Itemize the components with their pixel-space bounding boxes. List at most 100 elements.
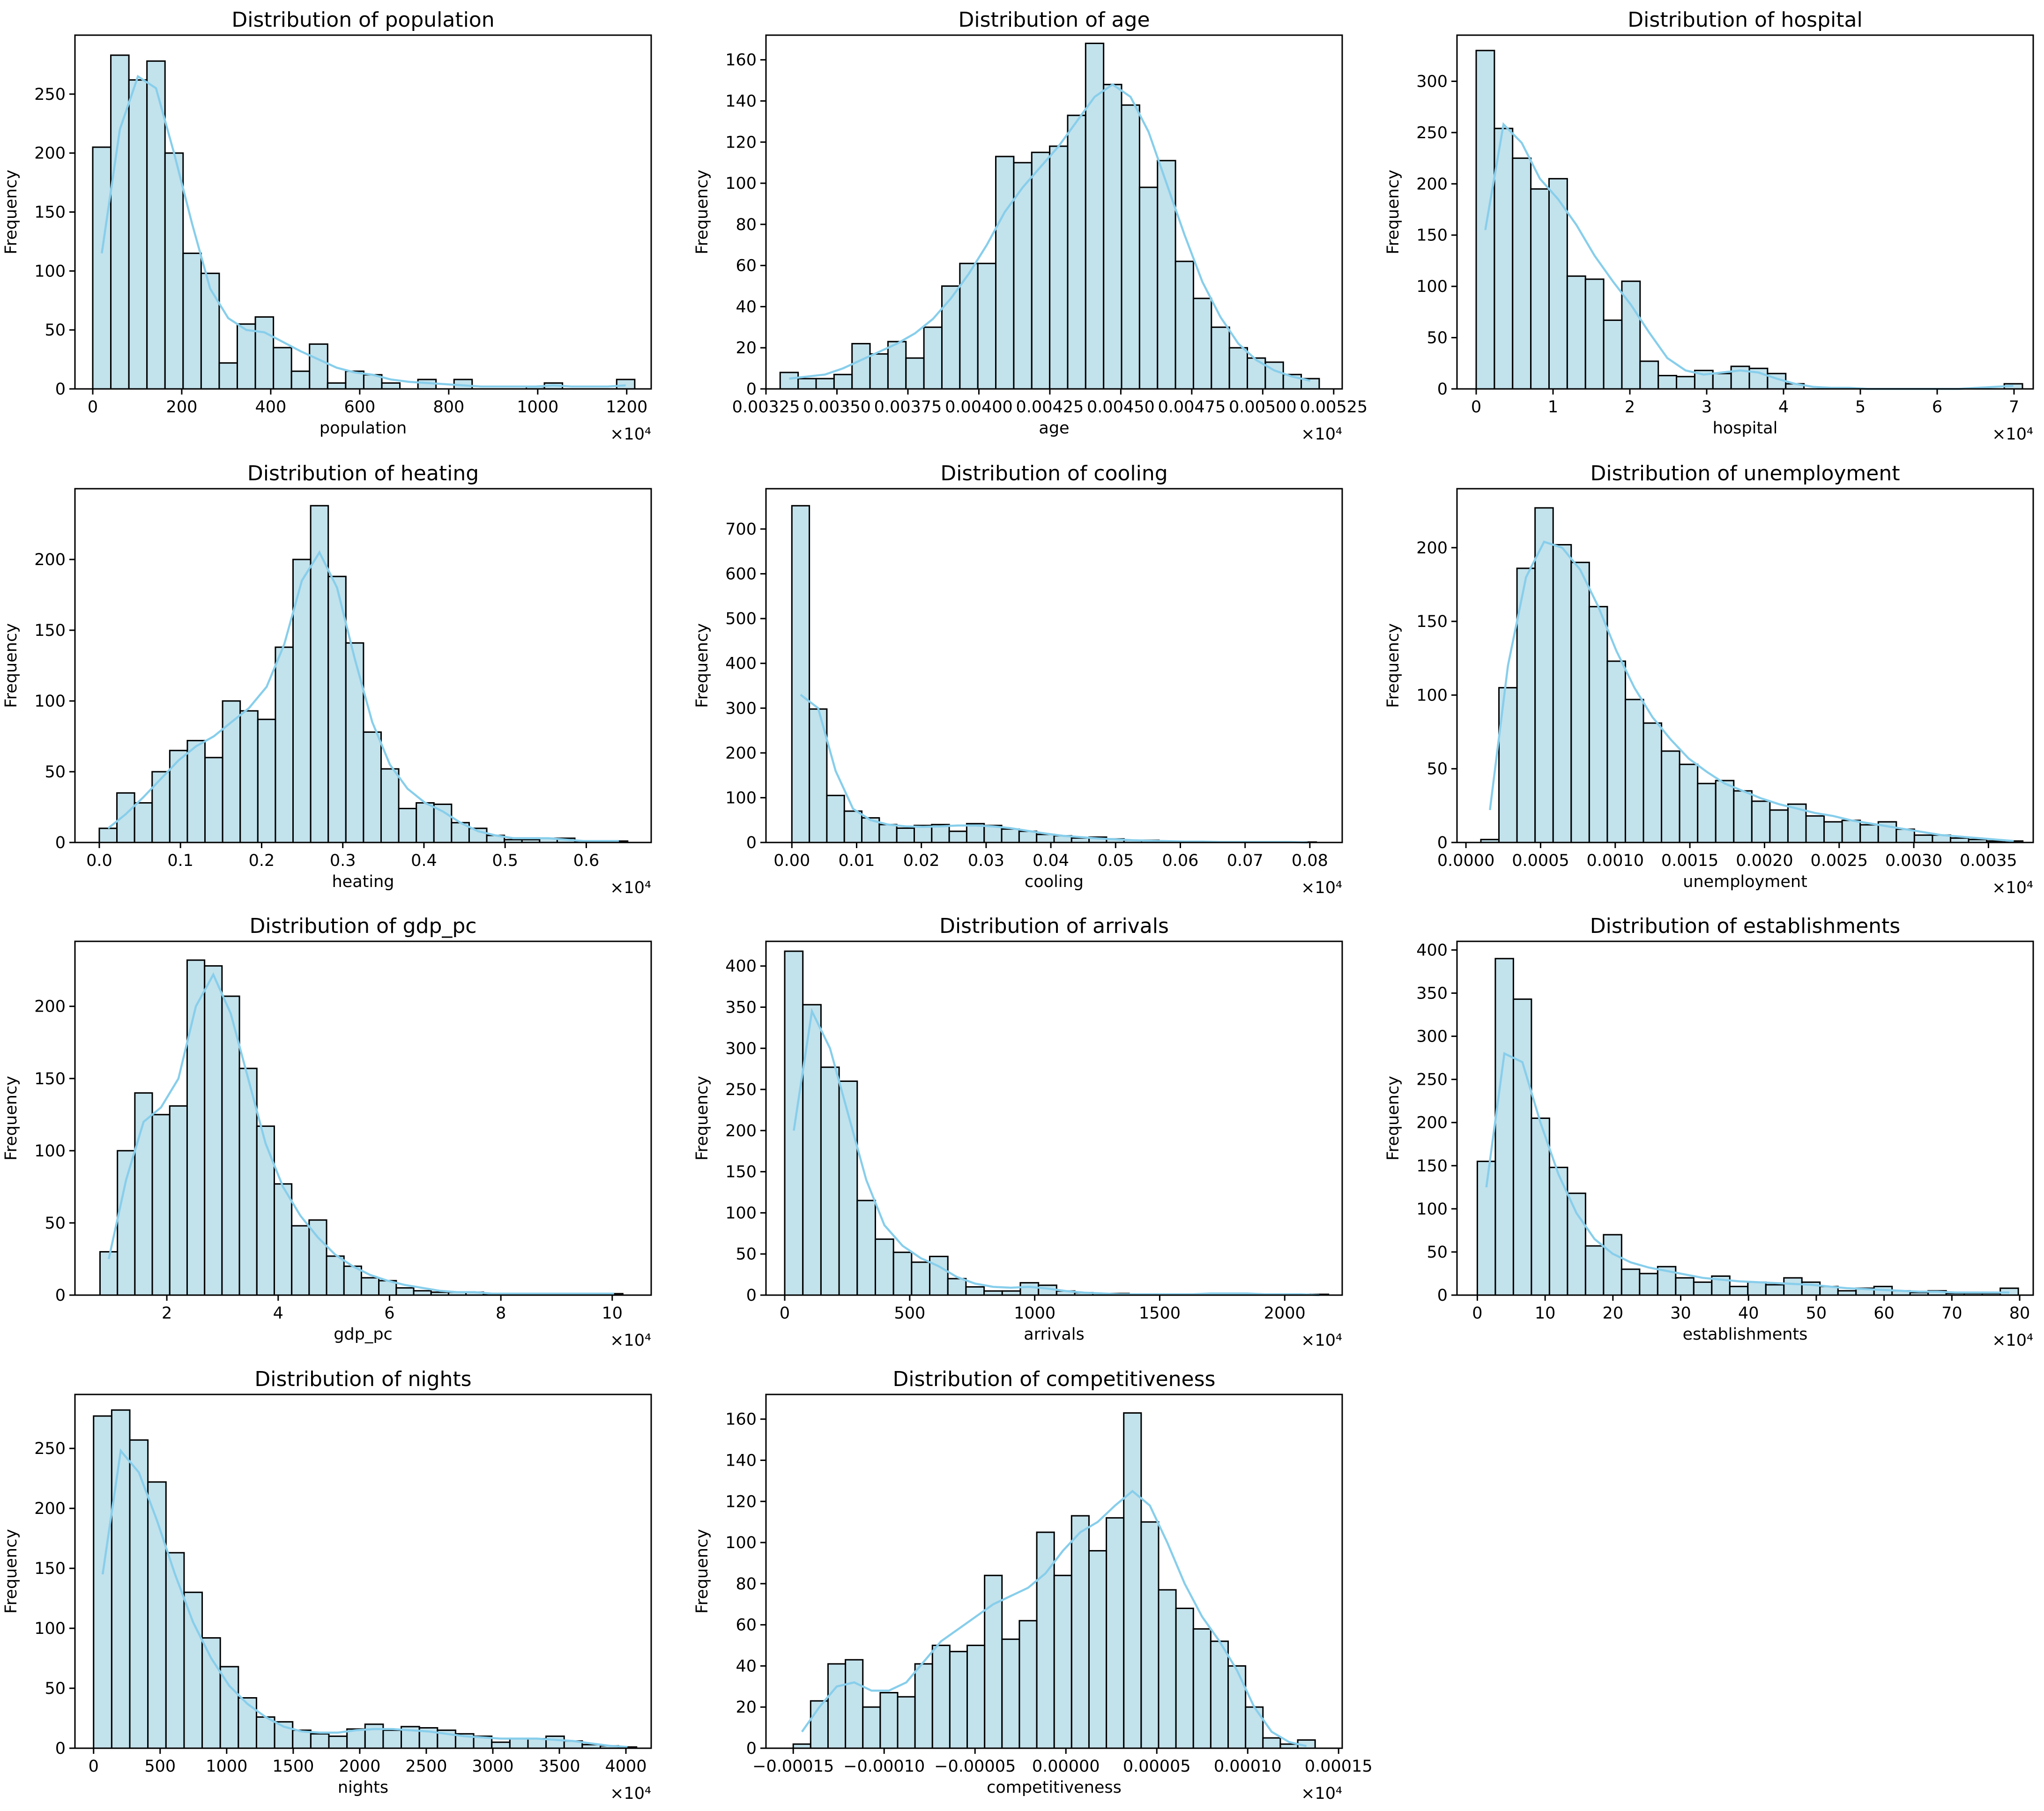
chart-title: Distribution of competitiveness xyxy=(893,1367,1216,1391)
histogram-bar xyxy=(1765,1284,1785,1296)
y-tick-label: 0 xyxy=(55,1286,66,1305)
y-tick-label: 300 xyxy=(1416,1028,1448,1046)
x-tick-label: 0.02 xyxy=(903,851,940,870)
x-tick-label: 8 xyxy=(496,1304,506,1323)
histogram-bar xyxy=(948,830,967,843)
histogram-bar xyxy=(111,1409,131,1749)
axes-frame xyxy=(765,488,1343,843)
histogram-bar xyxy=(1603,1234,1622,1296)
histogram-bar xyxy=(784,950,804,1296)
histogram-bar xyxy=(1192,1628,1212,1749)
chart-title: Distribution of heating xyxy=(247,462,479,485)
histogram-bar xyxy=(364,1723,384,1749)
y-tick-label: 100 xyxy=(1416,1200,1448,1219)
axis-multiplier: ×10⁴ xyxy=(1992,425,2033,444)
chart-title: Distribution of hospital xyxy=(1628,8,1862,32)
y-axis-label: Frequency xyxy=(693,1076,712,1161)
histogram-bar xyxy=(1621,280,1641,390)
y-tick-label: 40 xyxy=(736,298,757,316)
histogram-bar xyxy=(1566,275,1586,390)
y-tick-label: 150 xyxy=(725,1163,757,1182)
x-tick-label: 10 xyxy=(602,1304,623,1323)
x-tick-label: 70 xyxy=(1941,1304,1962,1323)
y-tick-label: 500 xyxy=(725,610,757,628)
x-tick-label: 3500 xyxy=(538,1757,580,1776)
histogram-bar xyxy=(1494,127,1514,390)
histogram-bar xyxy=(1530,188,1550,390)
histogram-bar xyxy=(1245,1706,1264,1749)
histogram-bar xyxy=(1729,1286,1749,1296)
histogram-bar xyxy=(1823,821,1843,843)
x-tick-label: 1000 xyxy=(1014,1304,1055,1323)
y-tick-label: 50 xyxy=(1427,1243,1448,1262)
histogram-bar xyxy=(1053,1574,1072,1749)
histogram-bar xyxy=(1036,834,1055,843)
x-tick-label: 30 xyxy=(1670,1304,1691,1323)
x-axis-label: hospital xyxy=(1713,419,1778,438)
histogram-bar xyxy=(1140,1521,1160,1749)
y-tick-label: 250 xyxy=(34,1439,66,1458)
histogram-bar xyxy=(328,1735,348,1749)
histogram-bar xyxy=(221,995,240,1296)
histogram-bar xyxy=(292,1729,312,1749)
histogram-bar xyxy=(1805,815,1825,843)
subplot-hospital: 0 1 2 3 4 5 6 7 0 50 100 150 200 250 300 Distribution o… xyxy=(1384,8,2034,444)
x-axis-label: gdp_pc xyxy=(334,1325,393,1344)
y-tick-label: 150 xyxy=(34,203,66,222)
histogram-bar xyxy=(1211,326,1230,390)
y-tick-label: 200 xyxy=(725,1122,757,1140)
x-tick-label: 1 xyxy=(1548,398,1558,417)
x-tick-label: 0.01 xyxy=(839,851,875,870)
y-tick-label: 200 xyxy=(34,1499,66,1518)
x-axis-label: age xyxy=(1039,419,1069,438)
x-tick-label: 800 xyxy=(433,398,464,417)
x-axis-label: cooling xyxy=(1025,872,1084,891)
histogram-bar xyxy=(1494,958,1514,1296)
histogram-bar xyxy=(273,1183,293,1296)
histogram-bar xyxy=(1001,1638,1020,1749)
y-tick-label: 100 xyxy=(34,1619,66,1638)
x-tick-label: 0.00000 xyxy=(1032,1757,1100,1776)
y-tick-label: 60 xyxy=(736,257,757,276)
histogram-bar xyxy=(345,642,364,843)
histogram-bar xyxy=(892,1252,913,1296)
kde-curve xyxy=(101,75,626,388)
subplot-age: 0.00325 0.00350 0.00375 0.00400 0.00425 0.004… xyxy=(693,8,1368,444)
histogram-bar xyxy=(897,1696,916,1749)
histogram-bar xyxy=(93,1415,112,1749)
x-tick-label: 0 xyxy=(780,1304,790,1323)
y-tick-label: 100 xyxy=(1416,686,1448,705)
histogram-bar xyxy=(1588,606,1608,843)
histogram-bar xyxy=(1913,834,1933,843)
histogram-bar xyxy=(1606,660,1626,843)
y-tick-label: 140 xyxy=(725,92,757,111)
x-tick-label: 4 xyxy=(273,1304,283,1323)
histogram-bar xyxy=(838,1080,858,1296)
kde-curve xyxy=(101,1448,628,1748)
histogram-bar xyxy=(1570,561,1590,843)
histogram-bar xyxy=(1769,809,1789,843)
histogram-bar xyxy=(1088,1550,1107,1749)
x-axis-label: unemployment xyxy=(1683,872,1807,891)
histogram-bar xyxy=(255,1716,275,1749)
x-tick-label: 0 xyxy=(1472,1304,1482,1323)
x-tick-label: 7 xyxy=(2009,398,2019,417)
y-tick-label: 150 xyxy=(1416,226,1448,245)
axes-frame xyxy=(1456,34,2034,390)
histogram-bar xyxy=(239,710,259,843)
histogram-bar xyxy=(1534,507,1554,843)
histogram-bar xyxy=(896,827,915,843)
histogram-bar xyxy=(791,505,810,843)
histogram-bar xyxy=(204,757,223,843)
histogram-bar xyxy=(947,1278,967,1296)
y-tick-label: 250 xyxy=(1416,1071,1448,1089)
x-tick-label: 2000 xyxy=(339,1757,380,1776)
histogram-bar xyxy=(1175,1608,1194,1749)
y-tick-label: 600 xyxy=(725,565,757,584)
chart-title: Distribution of population xyxy=(231,8,494,32)
x-tick-label: 500 xyxy=(144,1757,176,1776)
y-tick-label: 250 xyxy=(34,85,66,104)
subplot-heating: 0.0 0.1 0.2 0.3 0.4 0.5 0.6 0 50 100 150 200 Distrib… xyxy=(2,462,652,897)
histogram-bar xyxy=(186,740,206,843)
x-tick-label: 0.00015 xyxy=(1305,1757,1373,1776)
